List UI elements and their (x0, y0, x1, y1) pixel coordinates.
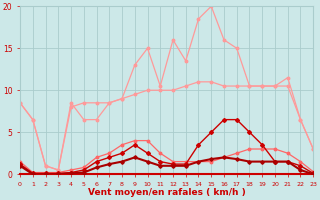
X-axis label: Vent moyen/en rafales ( km/h ): Vent moyen/en rafales ( km/h ) (88, 188, 245, 197)
